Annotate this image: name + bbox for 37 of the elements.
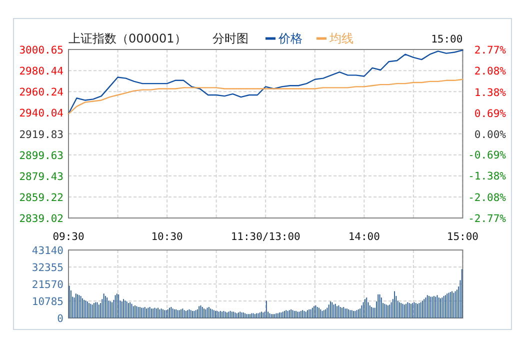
y-tick-label: 32355 bbox=[32, 262, 64, 274]
x-tick-label: 10:30 bbox=[151, 231, 183, 243]
y-tick-label: 3000.65 bbox=[19, 44, 64, 56]
legend-label: 价格 bbox=[278, 32, 302, 46]
y2-tick-label: -2.08% bbox=[468, 192, 507, 204]
y2-tick-label: 2.77% bbox=[474, 44, 507, 56]
chart-title: 上证指数（000001） bbox=[68, 32, 186, 46]
y-tick-label: 21570 bbox=[32, 279, 64, 291]
y2-tick-label: -2.77% bbox=[468, 213, 507, 225]
legend-item: 价格 bbox=[266, 32, 302, 46]
y-tick-label: 2859.22 bbox=[19, 192, 64, 204]
y-tick-label: 2899.63 bbox=[19, 150, 64, 162]
y-tick-label: 2839.02 bbox=[19, 213, 64, 225]
x-tick-label: 09:30 bbox=[52, 231, 84, 243]
line-series bbox=[68, 50, 464, 114]
y-tick-label: 2919.83 bbox=[19, 128, 64, 141]
line-series bbox=[68, 78, 464, 114]
y-tick-label: 2879.43 bbox=[19, 170, 64, 183]
y-tick-label: 2940.04 bbox=[19, 108, 64, 120]
y2-tick-label: 0.00% bbox=[474, 128, 507, 141]
y-tick-label: 10785 bbox=[32, 296, 64, 308]
y-tick-label: 2960.24 bbox=[19, 86, 64, 99]
legend-item: 均线 bbox=[316, 32, 354, 46]
chart-subtitle: 分时图 bbox=[212, 32, 248, 46]
y-tick-label: 0 bbox=[57, 313, 64, 325]
y2-tick-label: -0.69% bbox=[468, 150, 507, 162]
y2-tick-label: 1.38% bbox=[474, 86, 507, 99]
y2-tick-label: 0.69% bbox=[474, 108, 507, 120]
legend-label: 均线 bbox=[328, 32, 354, 46]
text: 15:00 bbox=[431, 34, 463, 46]
y-tick-label: 2980.44 bbox=[19, 66, 64, 78]
x-tick-label: 14:00 bbox=[348, 231, 380, 243]
x-tick-label: 11:30/13:00 bbox=[230, 231, 300, 243]
y2-tick-label: -1.38% bbox=[468, 170, 507, 183]
y2-tick-label: 2.08% bbox=[474, 65, 507, 78]
y-tick-label: 43140 bbox=[32, 245, 64, 257]
x-tick-label: 15:00 bbox=[446, 231, 479, 243]
